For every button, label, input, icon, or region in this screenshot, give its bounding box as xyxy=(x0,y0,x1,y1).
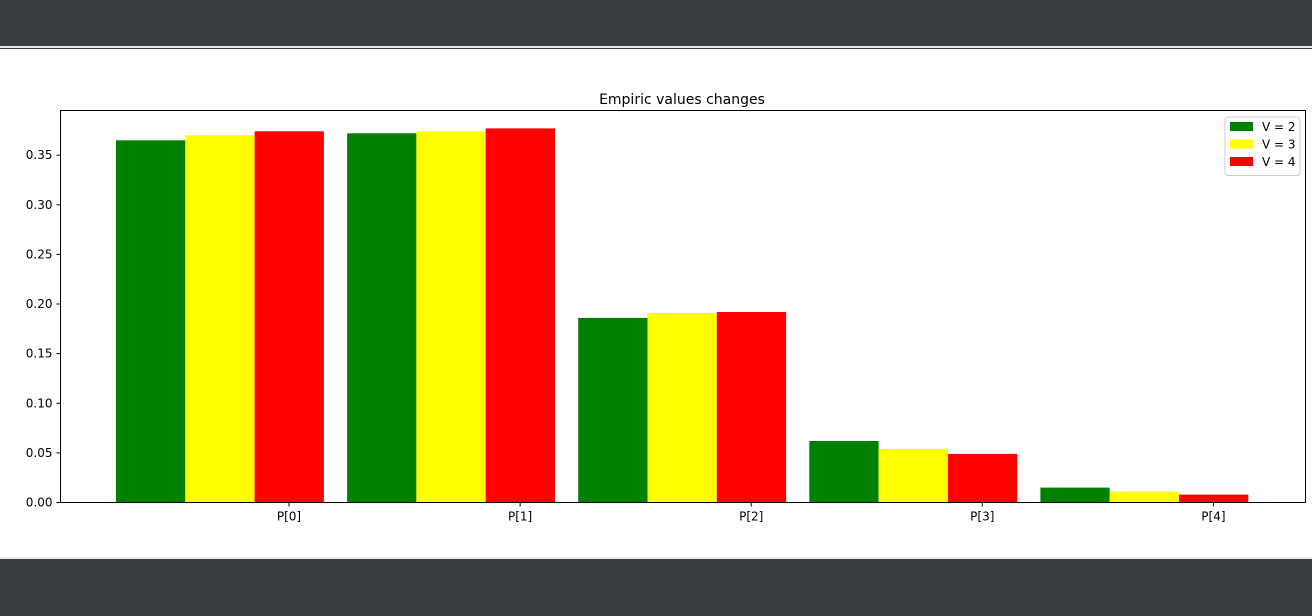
bar-P[2]-series-2 xyxy=(647,313,717,503)
x-tick-label: P[0] xyxy=(277,510,301,524)
y-tick-label: 0.10 xyxy=(26,396,53,410)
legend-swatch xyxy=(1230,139,1253,149)
legend: V = 2 V = 3 V = 4 xyxy=(1224,116,1301,176)
bar-P[0]-series-3 xyxy=(254,131,324,503)
bar-P[1]-series-2 xyxy=(416,131,486,503)
bar-P[0]-series-2 xyxy=(185,135,255,503)
bar-P[4]-series-3 xyxy=(1179,494,1249,503)
bar-P[2]-series-1 xyxy=(578,317,648,503)
y-tick-label: 0.20 xyxy=(26,297,53,311)
legend-label: V = 4 xyxy=(1262,155,1296,169)
y-axis: 0.00 0.05 0.10 0.15 0.20 0.25 0.30 0.35 xyxy=(26,148,61,510)
legend-swatch xyxy=(1230,122,1253,131)
bars-group xyxy=(116,128,1249,503)
x-tick-label: P[4] xyxy=(1201,510,1225,524)
bar-P[2]-series-3 xyxy=(716,312,787,503)
bar-P[1]-series-1 xyxy=(347,133,417,503)
x-tick-label: P[2] xyxy=(739,510,763,524)
bar-P[4]-series-2 xyxy=(1109,491,1179,503)
legend-label: V = 3 xyxy=(1262,138,1296,152)
bar-chart: Empiric values changes 0.000.050.100.150… xyxy=(26,92,1306,524)
y-tick-label: 0.15 xyxy=(26,347,53,361)
x-tick-label: P[1] xyxy=(508,510,532,524)
top-frame-bar xyxy=(0,0,1312,46)
x-tick-label: P[3] xyxy=(970,510,994,524)
y-tick-label: 0.05 xyxy=(26,446,53,460)
y-tick-label: 0.25 xyxy=(26,247,53,261)
legend-label: V = 2 xyxy=(1262,120,1296,134)
figure-canvas: Empiric values changes 0.00 0.05 0.10 0.15 0… xyxy=(0,49,1312,557)
top-divider xyxy=(0,46,1312,48)
bar-P[3]-series-2 xyxy=(878,448,948,503)
legend-swatch xyxy=(1230,157,1253,166)
bar-P[1]-series-3 xyxy=(485,128,555,503)
bar-P[0]-series-1 xyxy=(116,140,186,503)
plot-frame xyxy=(60,110,1306,503)
bottom-divider xyxy=(0,557,1312,559)
y-tick-label: 0.35 xyxy=(26,148,53,162)
bar-P[3]-series-1 xyxy=(809,441,879,503)
bottom-frame-bar xyxy=(0,560,1312,616)
chart-title: Empiric values changes xyxy=(599,92,765,108)
bar-P[3]-series-3 xyxy=(947,453,1018,503)
bar-P[4]-series-1 xyxy=(1040,487,1110,503)
x-axis: P[0] P[1] P[2] P[3] P[4] xyxy=(277,502,1226,524)
y-tick-label: 0.30 xyxy=(26,198,53,212)
y-tick-label: 0.00 xyxy=(26,496,53,510)
